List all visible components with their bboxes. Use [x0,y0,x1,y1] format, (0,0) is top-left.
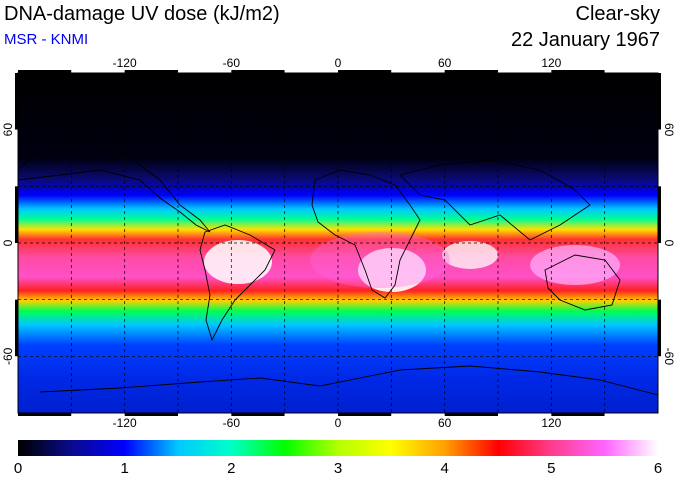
frame-bar-bottom [284,413,338,416]
lon-label-top: 60 [438,56,452,70]
frame-bar-bottom [391,413,445,416]
frame-bar-left [15,129,18,187]
colorbar-tick-label: 6 [653,460,663,477]
graticule [18,73,658,413]
lon-label-top: -120 [113,56,137,70]
peak-indian-ocean [442,241,498,269]
lat-label-right: 0 [662,240,676,247]
coastlines [18,139,658,396]
frame-bar-bottom [178,413,232,416]
coast-africa [311,169,421,299]
pink-band [310,232,450,288]
frame-bar-bottom [124,413,178,416]
frame-bar-top [284,70,338,73]
frame-bar-left [15,299,18,357]
latitude-labels: 60 60 0 0 -60 -60 [1,123,676,366]
frame-bar-top [124,70,178,73]
frame-bar-bottom [498,413,552,416]
lat-label-left: 0 [1,239,15,246]
lon-label-bottom: 0 [335,416,342,430]
longitude-labels: -120 -120 -60 -60 0 0 60 60 120 120 [113,56,562,430]
frame-bar-bottom [231,413,285,416]
colorbar-tick-label: 0 [13,460,23,477]
frame-bar-top [604,70,658,73]
frame-bar-bottom [338,413,392,416]
frame-bar-bottom [18,413,72,416]
peak-australia [530,245,620,285]
frame-bar-right [658,129,661,187]
lat-label-left: -60 [1,347,15,365]
source-label: MSR - KNMI [4,31,89,48]
frame-bar-left [15,186,18,243]
colorbar-tick-label: 2 [227,460,236,477]
frame-bar-left [15,243,18,300]
coast-antarctica [39,365,658,396]
map-border [17,72,659,414]
lat-label-left: 60 [1,123,15,137]
frame-bar-right [658,243,661,300]
frame-bar-bottom [604,413,658,416]
colorbar-tick-label: 4 [440,460,449,477]
frame-bar-top [71,70,125,73]
lon-label-top: 120 [541,56,561,70]
colorbar [18,440,658,456]
frame-bar-top [498,70,552,73]
date-label: 22 January 1967 [510,29,660,51]
frame-bar-bottom [444,413,498,416]
frame-bar-bottom [551,413,605,416]
frame-bar-top [18,70,72,73]
colorbar-tick-label: 3 [333,460,343,477]
frame-bar-top [444,70,498,73]
colorbar-tick-label: 5 [547,460,556,477]
frame-bar-right [658,356,661,413]
peak-southern-africa [358,248,426,292]
frame-bar-right [658,73,661,130]
frame-bar-top [551,70,605,73]
frame-bar-right [658,186,661,243]
lon-label-bottom: 120 [541,416,561,430]
coast-south-america [199,224,276,342]
map-frame [15,70,661,416]
coast-australia [544,254,621,311]
frame-bar-top [338,70,392,73]
lon-label-bottom: -60 [223,416,241,430]
sky-condition-label: Clear-sky [575,3,660,25]
peak-south-america [204,240,272,284]
frame-bar-right [658,299,661,357]
frame-bar-bottom [71,413,125,416]
lon-label-bottom: 60 [438,416,452,430]
lon-label-bottom: -120 [113,416,137,430]
frame-bar-top [178,70,232,73]
map-field [18,73,658,413]
colorbar-tick-label: 1 [120,460,129,477]
lon-label-top: 0 [335,56,342,70]
lon-label-top: -60 [223,56,241,70]
lat-label-right: -60 [662,348,676,366]
frame-bar-left [15,73,18,130]
map-title: DNA-damage UV dose (kJ/m2) [4,3,280,25]
frame-bar-left [15,356,18,413]
frame-bar-top [231,70,285,73]
frame-bar-top [391,70,445,73]
coast-north-america [18,139,211,233]
lat-label-right: 60 [662,123,676,137]
